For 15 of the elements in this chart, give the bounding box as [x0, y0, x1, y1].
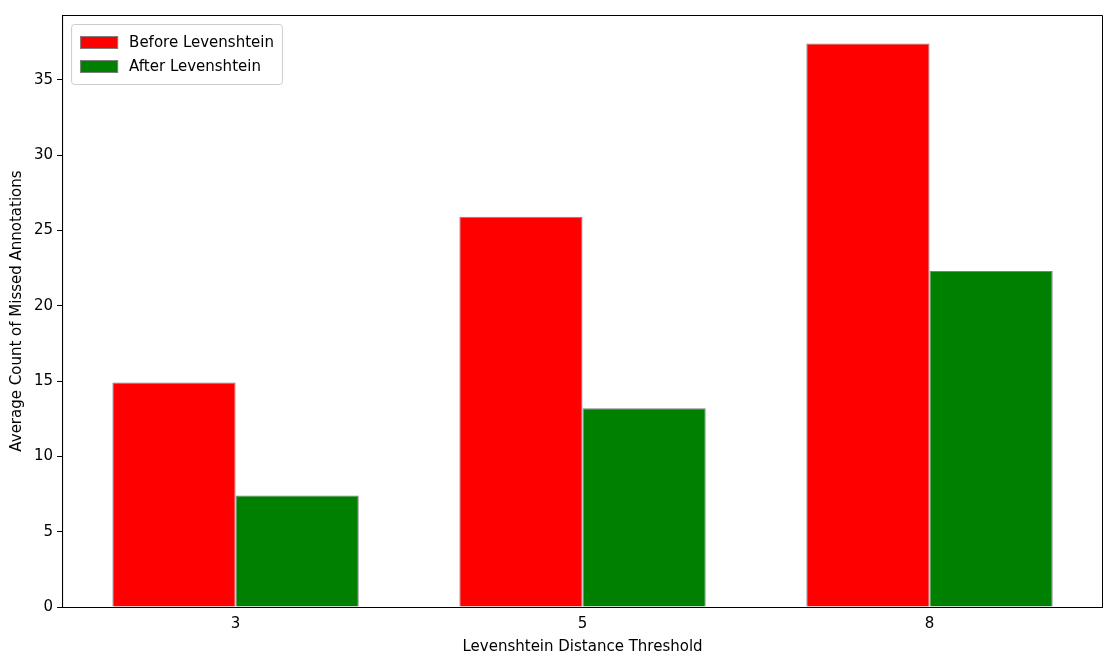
x-axis-title: Levenshtein Distance Threshold	[462, 636, 703, 655]
x-tick-label: 5	[577, 613, 588, 632]
y-tick-label: 35	[33, 69, 54, 88]
y-tick-label: 5	[43, 521, 54, 540]
y-tick-label: 10	[33, 446, 54, 465]
x-tick-label: 8	[924, 613, 935, 632]
legend-label: After Levenshtein	[129, 56, 261, 75]
y-tick-label: 0	[43, 596, 54, 615]
y-tick-label: 30	[33, 144, 54, 163]
y-tick-label: 15	[33, 370, 54, 389]
y-tick-label: 25	[33, 220, 54, 239]
y-axis-title: Average Count of Missed Annotations	[6, 170, 25, 452]
legend-label: Before Levenshtein	[129, 32, 274, 51]
x-tick-label: 3	[230, 613, 241, 632]
y-tick-label: 20	[33, 295, 54, 314]
